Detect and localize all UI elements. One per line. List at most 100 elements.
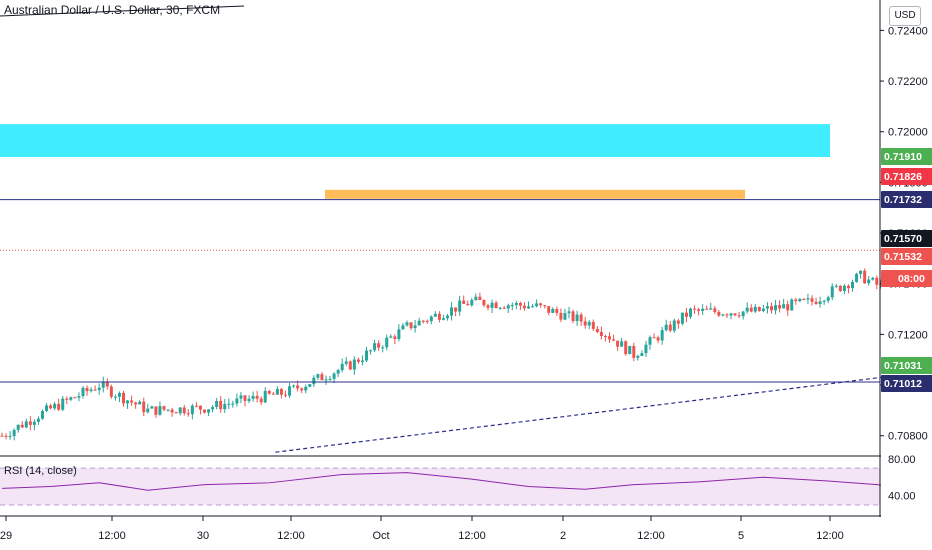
candle [834, 283, 838, 288]
candle [555, 306, 559, 316]
candle [292, 384, 296, 389]
candle [284, 390, 287, 398]
candle [794, 298, 798, 305]
resistance-zone [0, 124, 830, 158]
candle [810, 295, 814, 306]
rsi-tick-label: 40.00 [888, 491, 916, 503]
candle [324, 375, 328, 385]
candle [126, 400, 130, 409]
candle [603, 334, 607, 342]
x-tick-label: 12:00 [277, 530, 305, 542]
y-tick-label: 0.71200 [888, 329, 928, 341]
candle [279, 387, 283, 399]
candle [527, 301, 530, 309]
candle [490, 299, 494, 314]
candle [709, 302, 713, 311]
candle [757, 306, 761, 312]
candle [608, 332, 611, 343]
pivot-zone [325, 189, 745, 199]
candle [786, 300, 790, 316]
candle [871, 276, 875, 281]
candle [389, 334, 393, 339]
candle [680, 312, 684, 326]
candle [170, 407, 174, 417]
candle [875, 275, 879, 290]
candle [559, 308, 563, 323]
candle [522, 302, 526, 311]
candle [65, 396, 69, 405]
candle [725, 312, 729, 319]
candle [93, 385, 97, 391]
candle [567, 306, 571, 319]
candle [336, 368, 340, 378]
candle [369, 349, 373, 355]
candle [583, 317, 587, 329]
candle [130, 395, 134, 406]
candle [421, 319, 425, 324]
candle [450, 302, 454, 321]
candle [251, 391, 255, 402]
candle [502, 305, 506, 309]
x-tick-label: 30 [197, 530, 209, 542]
time-axis-bg [0, 517, 932, 550]
candle [182, 404, 186, 416]
price-badge-label: 0.71910 [884, 151, 922, 163]
price-badge-last [881, 248, 932, 265]
candle [219, 395, 223, 413]
candle [753, 303, 757, 313]
candle [851, 279, 854, 292]
candle [158, 401, 162, 416]
candle [288, 382, 292, 398]
candle [397, 324, 401, 342]
candle [49, 403, 53, 410]
candle [231, 400, 235, 408]
candle [697, 307, 701, 316]
candle [16, 424, 20, 433]
candle [636, 354, 640, 361]
candle [36, 416, 40, 425]
candle [312, 375, 316, 388]
candle [838, 285, 842, 292]
candle [446, 313, 449, 321]
price-badge-stop [881, 168, 932, 185]
rsi-line [1, 472, 932, 492]
x-tick-label: 12:00 [458, 530, 486, 542]
candle [409, 322, 413, 331]
candle [620, 337, 624, 347]
candle [215, 398, 219, 410]
price-badge-target2 [881, 357, 932, 374]
candle [178, 407, 182, 416]
candle [198, 405, 202, 415]
candle [462, 295, 466, 304]
rsi-tick-label: 80.00 [888, 454, 916, 466]
candle [255, 390, 259, 403]
candle [587, 320, 591, 330]
price-badge-target [881, 148, 932, 165]
x-tick-label: 29 [0, 530, 12, 542]
candle [328, 375, 332, 382]
candle [798, 298, 802, 303]
y-tick-label: 0.72400 [888, 25, 928, 37]
candle [778, 300, 782, 313]
candle [437, 311, 441, 323]
candle [122, 390, 125, 407]
candle [806, 293, 810, 304]
candle [150, 405, 154, 409]
candle [12, 428, 16, 441]
candle [433, 311, 437, 318]
rsi-band [0, 468, 880, 505]
candle [830, 283, 834, 301]
candle [308, 383, 312, 388]
candle [514, 300, 518, 310]
candle [668, 320, 672, 333]
candle [749, 304, 753, 313]
candle [300, 387, 304, 394]
candle [413, 319, 417, 333]
candle [142, 397, 146, 417]
price-badge-entry [881, 230, 932, 247]
currency-button[interactable]: USD [889, 6, 921, 26]
candle [826, 295, 830, 304]
candle [539, 302, 543, 308]
candle [154, 406, 158, 418]
